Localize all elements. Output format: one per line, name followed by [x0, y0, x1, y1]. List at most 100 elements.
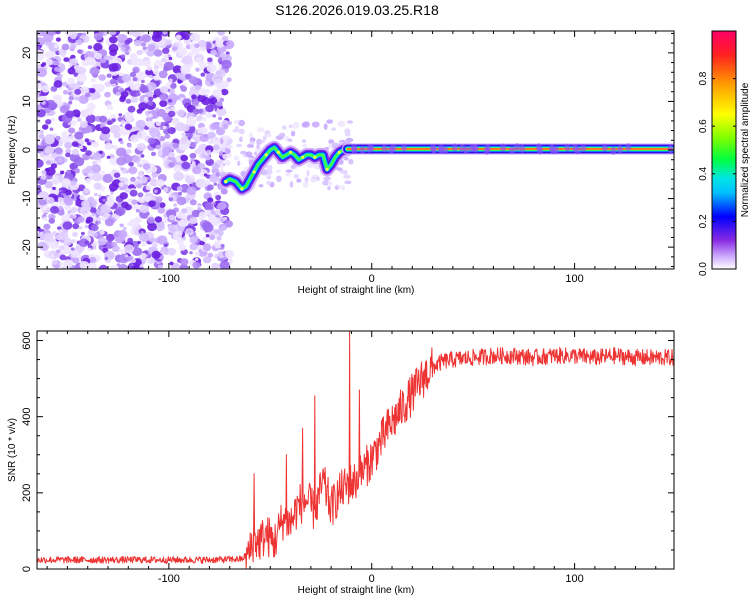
noise-speckle [194, 251, 200, 256]
noise-speckle [59, 254, 67, 261]
noise-speckle [156, 135, 161, 140]
noise-speckle [210, 49, 218, 56]
noise-speckle [207, 57, 213, 63]
noise-speckle [100, 230, 105, 235]
noise-speckle [156, 235, 168, 245]
spectrogram-carrier-line [341, 143, 674, 155]
noise-speckle [63, 57, 69, 62]
noise-speckle [41, 170, 47, 175]
ridge-halo-speckle [344, 180, 352, 185]
noise-speckle [164, 133, 171, 139]
noise-speckle [83, 172, 88, 177]
noise-speckle [215, 39, 225, 48]
noise-speckle [90, 224, 99, 232]
ridge-peak [313, 155, 317, 159]
noise-speckle [175, 72, 182, 78]
carrier-blob [500, 143, 506, 152]
noise-speckle [197, 115, 203, 120]
ridge-halo-speckle [223, 124, 228, 128]
noise-speckle [136, 176, 141, 180]
noise-speckle [159, 100, 168, 107]
noise-speckle [55, 37, 61, 42]
noise-speckle [126, 37, 133, 43]
noise-speckle [40, 174, 47, 180]
noise-speckle [79, 120, 88, 129]
noise-speckle [113, 145, 119, 151]
noise-speckle [138, 102, 148, 111]
noise-speckle [168, 56, 173, 61]
ridge-halo-speckle [239, 136, 243, 143]
noise-speckle [109, 265, 118, 269]
noise-speckle [168, 162, 175, 168]
noise-speckle [118, 182, 124, 187]
noise-speckle [64, 141, 73, 149]
spectrogram-ytick-label: -10 [21, 191, 33, 207]
noise-speckle [209, 234, 216, 240]
noise-speckle [67, 67, 76, 75]
spectrogram-ylabel: Frequency (Hz) [7, 116, 18, 185]
noise-speckle [199, 240, 205, 246]
spectrogram-x-ticks: -100 0 100 [46, 31, 657, 285]
noise-speckle [190, 86, 196, 92]
noise-speckle [197, 207, 202, 211]
noise-speckle [79, 145, 83, 150]
noise-speckle [97, 221, 102, 224]
noise-speckle [91, 141, 99, 148]
ridge-halo-speckle [322, 180, 330, 186]
noise-speckle [60, 135, 70, 143]
snr-xtick-label: 100 [565, 573, 583, 585]
noise-speckle [188, 76, 198, 85]
noise-speckle [91, 160, 97, 166]
noise-speckle [72, 257, 80, 264]
noise-speckle [175, 34, 182, 40]
noise-speckle [68, 135, 77, 142]
noise-speckle [159, 94, 167, 101]
noise-speckle [91, 212, 96, 216]
noise-speckle [129, 71, 137, 78]
noise-speckle [147, 113, 153, 118]
noise-speckle [98, 264, 108, 269]
noise-speckle [168, 88, 175, 95]
ridge-halo-speckle [290, 164, 296, 170]
noise-speckle [120, 94, 127, 101]
noise-speckle [189, 142, 197, 148]
noise-speckle [178, 244, 187, 251]
noise-speckle [173, 203, 178, 207]
ridge-halo-speckle [220, 162, 224, 170]
noise-speckle [41, 85, 50, 93]
noise-speckle [79, 261, 90, 269]
noise-speckle [105, 233, 115, 242]
snr-ytick-label: 0 [21, 566, 33, 572]
noise-speckle [124, 123, 133, 130]
noise-speckle [178, 230, 183, 235]
noise-speckle [124, 244, 135, 254]
noise-speckle [57, 209, 65, 216]
noise-speckle [163, 61, 174, 71]
noise-speckle [60, 178, 71, 188]
noise-speckle [212, 89, 223, 98]
carrier-blob [438, 146, 445, 155]
noise-speckle [78, 238, 89, 247]
noise-speckle [119, 192, 128, 200]
ridge-halo-speckle [296, 178, 302, 183]
noise-speckle [202, 243, 212, 252]
noise-speckle [93, 32, 103, 41]
noise-speckle [186, 197, 191, 201]
noise-speckle [221, 35, 229, 42]
noise-speckle [143, 96, 149, 102]
ridge-halo-speckle [224, 160, 231, 166]
noise-speckle [121, 73, 131, 83]
snr-y-ticks: 0 200 400 600 [21, 331, 674, 572]
noise-speckle [136, 130, 147, 140]
ridge-peak [301, 155, 305, 159]
noise-speckle [172, 65, 183, 74]
noise-speckle [206, 137, 215, 145]
noise-speckle [147, 216, 155, 224]
noise-speckle [44, 135, 55, 145]
noise-speckle [180, 154, 188, 162]
noise-speckle [226, 153, 232, 158]
noise-speckle [152, 94, 157, 99]
noise-speckle [195, 67, 200, 72]
noise-speckle [154, 216, 163, 223]
noise-speckle [129, 218, 140, 228]
